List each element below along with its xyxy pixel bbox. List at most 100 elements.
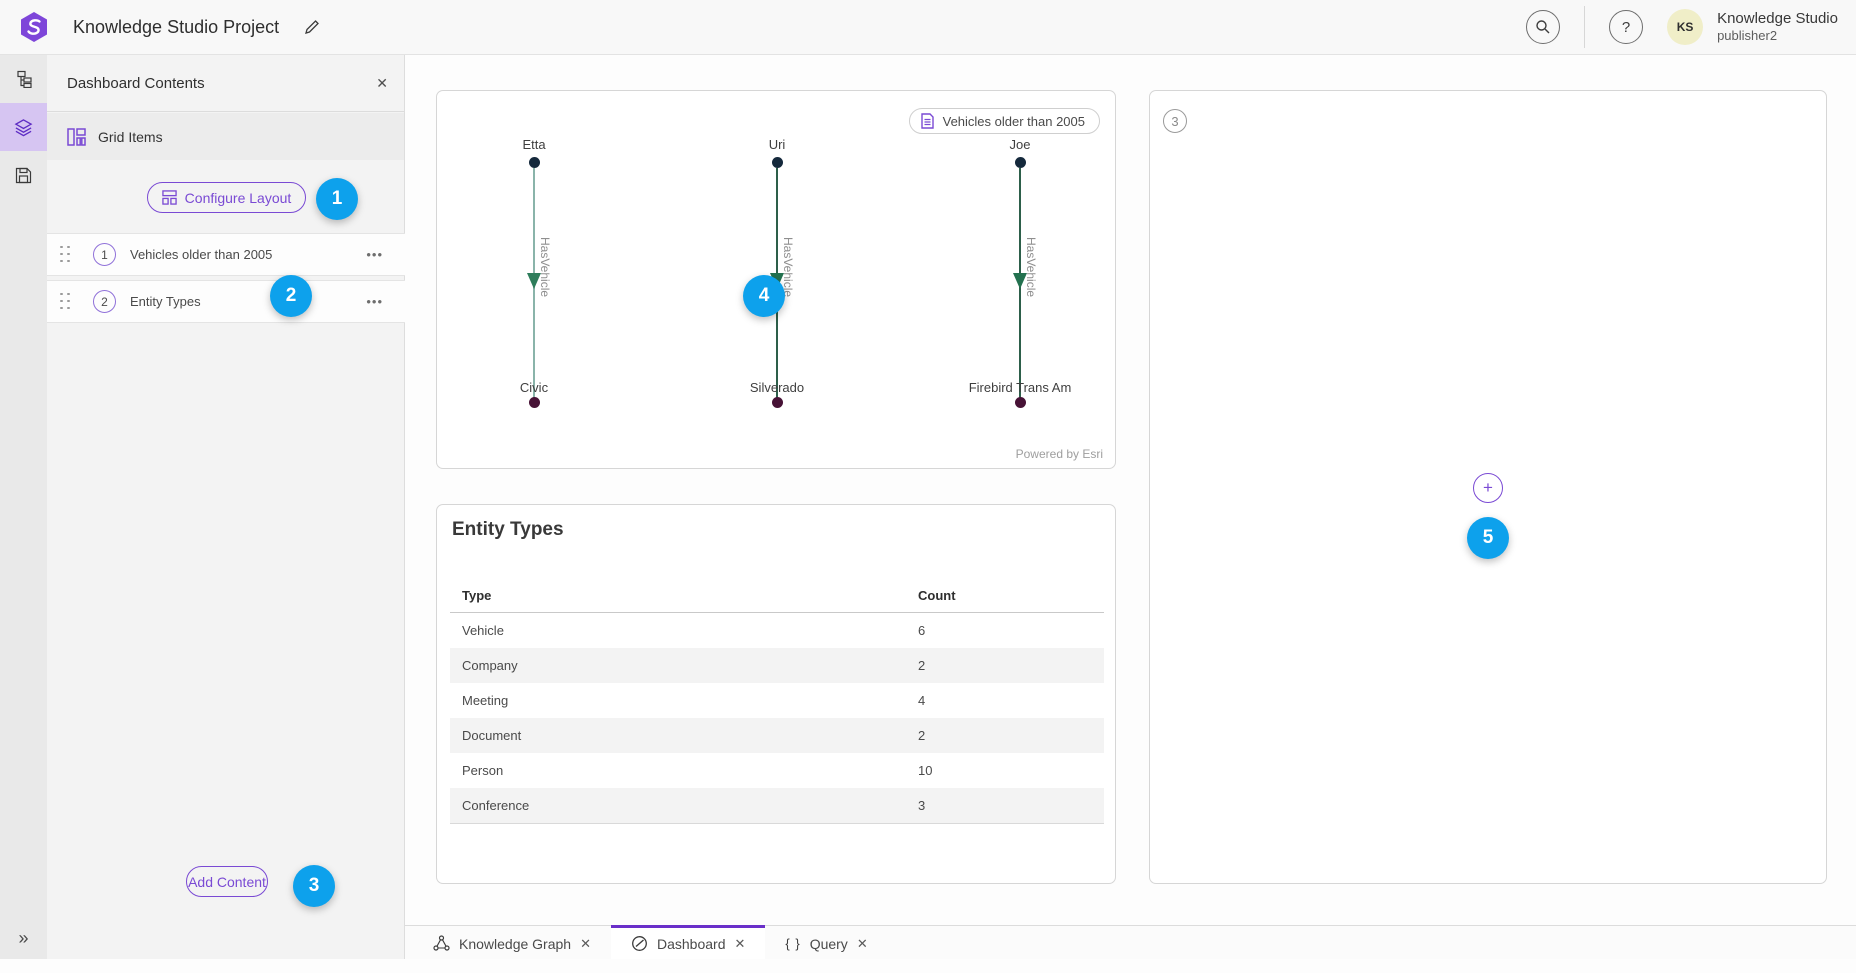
- table-row: Document 2: [450, 718, 1104, 753]
- tab-dashboard[interactable]: Dashboard ✕: [611, 925, 765, 959]
- column-header-count: Count: [918, 588, 956, 603]
- column-header-type: Type: [450, 588, 918, 603]
- add-content-button[interactable]: Add Content: [186, 866, 268, 897]
- help-icon: ?: [1622, 19, 1630, 36]
- person-node[interactable]: [772, 157, 783, 168]
- graph-node-label: Silverado: [677, 380, 877, 395]
- graph-node-label: Uri: [677, 137, 877, 152]
- knowledge-graph-icon: [433, 935, 450, 952]
- document-icon: [920, 113, 935, 129]
- close-icon: ✕: [857, 936, 868, 951]
- powered-by-esri: Powered by Esri: [1016, 447, 1103, 461]
- close-icon: ✕: [734, 936, 745, 951]
- graph-node-label: Etta: [434, 137, 634, 152]
- vehicle-node[interactable]: [772, 397, 783, 408]
- person-node[interactable]: [529, 157, 540, 168]
- user-role: publisher2: [1717, 28, 1838, 44]
- table-row: Person 10: [450, 753, 1104, 788]
- grid-icon: [67, 128, 86, 146]
- plus-icon: +: [1483, 478, 1493, 498]
- table-header-row: Type Count: [450, 579, 1104, 613]
- layout-icon: [162, 190, 177, 205]
- card-title: Entity Types: [452, 519, 564, 541]
- dashboard-canvas: Vehicles older than 2005 Etta HasVehicle…: [405, 55, 1856, 925]
- list-item-entity-types[interactable]: 2 Entity Types •••: [47, 280, 405, 323]
- graph-edge-group: Joe HasVehicle Firebird Trans Am: [920, 137, 1120, 437]
- app-header: Knowledge Studio Project ? KS Knowledge …: [0, 0, 1856, 55]
- expand-rail-button[interactable]: »: [0, 923, 47, 953]
- tab-knowledge-graph[interactable]: Knowledge Graph ✕: [413, 925, 611, 959]
- graph-node-label: Firebird Trans Am: [920, 380, 1120, 395]
- annotation-badge-1: 1: [316, 178, 358, 220]
- double-chevron-icon: »: [18, 928, 28, 949]
- vehicle-node[interactable]: [1015, 397, 1026, 408]
- configure-layout-button[interactable]: Configure Layout: [147, 182, 306, 213]
- close-panel-button[interactable]: ✕: [376, 75, 388, 92]
- user-info: Knowledge Studio publisher2: [1717, 10, 1838, 45]
- dashboard-gauge-icon: [631, 935, 648, 952]
- table-row: Vehicle 6: [450, 613, 1104, 648]
- item-options-button[interactable]: •••: [366, 247, 383, 262]
- entity-types-card: Entity Types Type Count Vehicle 6 Compan…: [436, 504, 1116, 884]
- entity-types-table: Type Count Vehicle 6 Company 2 Meeting 4…: [450, 579, 1104, 824]
- graph-node-label: Civic: [434, 380, 634, 395]
- user-name: Knowledge Studio: [1717, 10, 1838, 29]
- person-node[interactable]: [1015, 157, 1026, 168]
- hierarchy-icon: [15, 70, 33, 88]
- annotation-badge-2: 2: [270, 275, 312, 317]
- close-tab-button[interactable]: ✕: [857, 936, 868, 952]
- empty-grid-cell-card: 3 + 5: [1149, 90, 1827, 884]
- table-row: Meeting 4: [450, 683, 1104, 718]
- list-item-vehicles[interactable]: 1 Vehicles older than 2005 •••: [47, 233, 405, 276]
- vehicle-node[interactable]: [529, 397, 540, 408]
- app-logo-icon[interactable]: [17, 10, 51, 44]
- table-row: Conference 3: [450, 788, 1104, 823]
- close-tab-button[interactable]: ✕: [734, 936, 745, 952]
- braces-icon: { }: [785, 936, 800, 951]
- table-footer-divider: [450, 823, 1104, 824]
- list-item-label: Vehicles older than 2005: [130, 247, 272, 262]
- layers-icon: [14, 118, 33, 137]
- header-divider: [1584, 6, 1585, 48]
- grid-items-section-header: Grid Items: [47, 113, 404, 160]
- rail-item-data-model[interactable]: [0, 55, 47, 103]
- item-number-circle: 1: [93, 243, 116, 266]
- help-button[interactable]: ?: [1609, 10, 1643, 44]
- annotation-badge-5: 5: [1467, 517, 1509, 559]
- ellipsis-icon: •••: [366, 294, 383, 309]
- avatar[interactable]: KS: [1667, 9, 1703, 45]
- drag-handle-icon[interactable]: [60, 293, 71, 311]
- graph-widget-card: Vehicles older than 2005 Etta HasVehicle…: [436, 90, 1116, 469]
- rail-item-save[interactable]: [0, 151, 47, 199]
- add-widget-button[interactable]: +: [1473, 473, 1503, 503]
- item-number-circle: 2: [93, 290, 116, 313]
- rail-item-layers[interactable]: [0, 103, 47, 151]
- search-icon: [1535, 19, 1551, 35]
- save-icon: [15, 167, 32, 184]
- bottom-tab-bar: Knowledge Graph ✕ Dashboard ✕ { } Query …: [405, 925, 1856, 959]
- page-title: Knowledge Studio Project: [73, 17, 279, 38]
- pencil-icon: [303, 18, 321, 36]
- search-button[interactable]: [1526, 10, 1560, 44]
- list-item-label: Entity Types: [130, 294, 201, 309]
- close-icon: ✕: [580, 936, 591, 951]
- annotation-badge-3: 3: [293, 865, 335, 907]
- grid-cell-number: 3: [1163, 109, 1187, 133]
- graph-node-label: Joe: [920, 137, 1120, 152]
- edit-title-button[interactable]: [303, 18, 321, 36]
- dashboard-contents-panel: Dashboard Contents ✕ Grid Items Configur…: [47, 55, 405, 959]
- table-row: Company 2: [450, 648, 1104, 683]
- panel-title: Dashboard Contents: [67, 75, 205, 92]
- close-tab-button[interactable]: ✕: [580, 936, 591, 952]
- item-options-button[interactable]: •••: [366, 294, 383, 309]
- grid-items-label: Grid Items: [98, 129, 163, 145]
- drag-handle-icon[interactable]: [60, 246, 71, 264]
- close-icon: ✕: [376, 75, 388, 91]
- graph-filter-chip[interactable]: Vehicles older than 2005: [909, 108, 1100, 134]
- left-rail: »: [0, 55, 47, 959]
- panel-header: Dashboard Contents ✕: [47, 55, 404, 112]
- tab-query[interactable]: { } Query ✕: [765, 925, 887, 959]
- annotation-badge-4: 4: [743, 275, 785, 317]
- ellipsis-icon: •••: [366, 247, 383, 262]
- graph-edge-group: Etta HasVehicle Civic: [434, 137, 634, 437]
